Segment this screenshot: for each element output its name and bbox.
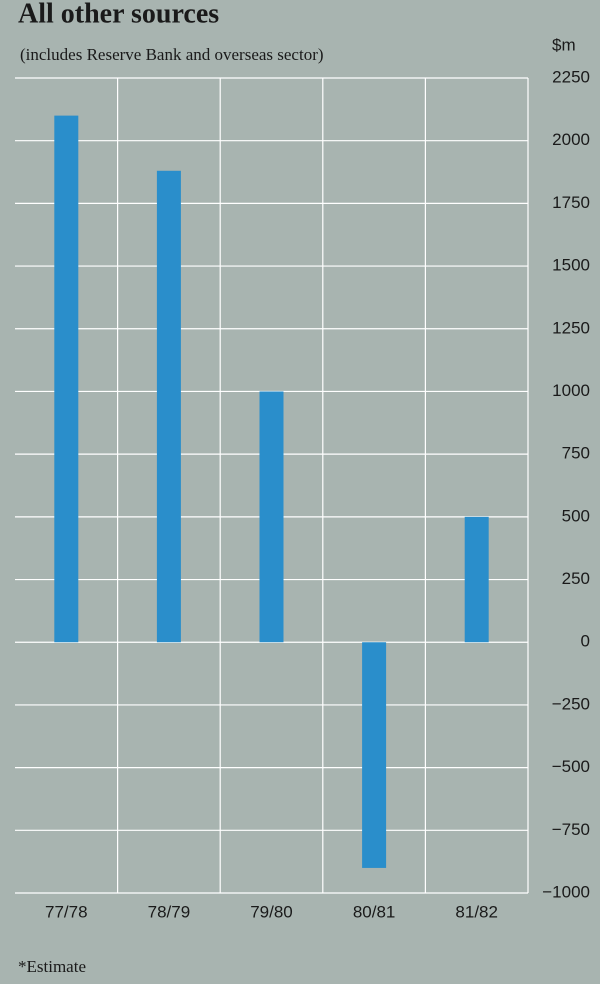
y-tick-label: 500: [562, 506, 590, 525]
y-tick-label: −750: [552, 820, 590, 839]
y-tick-label: 1250: [552, 318, 590, 337]
y-tick-label: −250: [552, 694, 590, 713]
bar: [464, 516, 489, 643]
y-tick-label: 250: [562, 569, 590, 588]
chart-title: All other sources: [18, 0, 219, 29]
y-tick-label: −500: [552, 757, 590, 776]
y-tick-label: 1750: [552, 193, 590, 212]
y-tick-label: 2000: [552, 130, 590, 149]
x-tick-label: 81/82: [455, 902, 498, 921]
y-unit: $m: [552, 35, 576, 54]
bar: [362, 642, 387, 868]
y-tick-label: 2250: [552, 67, 590, 86]
bar: [156, 170, 181, 643]
y-tick-label: 750: [562, 444, 590, 463]
bar: [54, 115, 79, 643]
y-tick-label: −1000: [542, 882, 590, 901]
y-tick-label: 1000: [552, 381, 590, 400]
x-tick-label: 78/79: [148, 902, 191, 921]
footnote: *Estimate: [18, 957, 86, 976]
x-tick-label: 79/80: [250, 902, 293, 921]
x-tick-label: 77/78: [45, 902, 88, 921]
x-tick-label: 80/81: [353, 902, 396, 921]
y-tick-label: 0: [581, 632, 590, 651]
bar: [259, 391, 284, 643]
y-tick-label: 1500: [552, 256, 590, 275]
chart-subtitle: (includes Reserve Bank and overseas sect…: [20, 45, 324, 64]
